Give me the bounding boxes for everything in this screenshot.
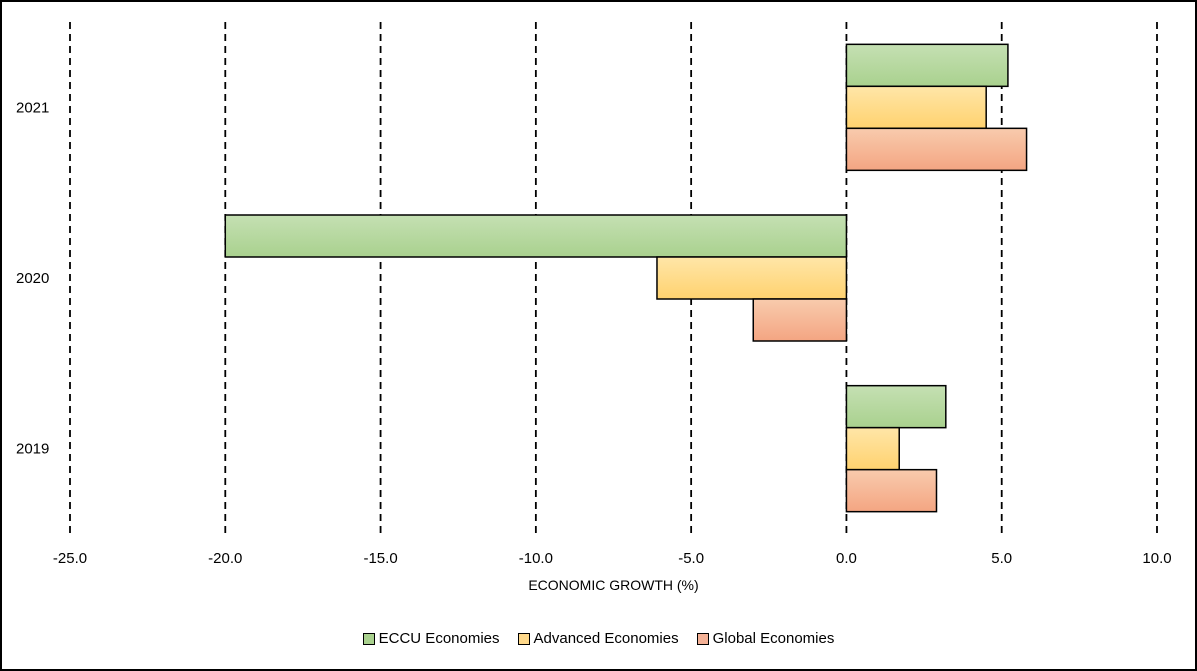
x-tick-label: -25.0 (53, 550, 87, 567)
axis-labels: -25.0 -20.0 -15.0 -10.0 -5.0 0.0 5.0 10.0 2021 20… (16, 99, 1172, 567)
bar-global-economies-2021 (845, 127, 1028, 172)
x-tick-label: 10.0 (1142, 550, 1171, 567)
bar-global-economies-2020 (752, 298, 848, 342)
legend-swatch (362, 632, 375, 645)
x-axis-title: ECONOMIC GROWTH (%) (528, 577, 698, 593)
bar-eccu-economies-2021 (845, 43, 1009, 88)
bar-advanced-economies-2021 (845, 85, 987, 130)
gridlines (69, 22, 1158, 534)
x-tick-label: 0.0 (836, 550, 857, 567)
bar-eccu-economies-2020 (224, 214, 848, 258)
legend-label: Global Economies (712, 630, 835, 647)
y-category-label: 2021 (16, 99, 49, 116)
x-tick-label: -15.0 (363, 550, 397, 567)
y-category-label: 2020 (16, 270, 49, 287)
legend-label: ECCU Economies (378, 630, 500, 647)
bar-advanced-economies-2019 (845, 426, 900, 471)
bars (224, 43, 1028, 513)
legend-label: Advanced Economies (533, 630, 679, 647)
bar-eccu-economies-2019 (845, 384, 947, 429)
legend-item: ECCU Economies (362, 630, 500, 647)
legend-item: Global Economies (696, 630, 835, 647)
bar-global-economies-2019 (845, 468, 938, 513)
x-tick-label: -20.0 (208, 550, 242, 567)
legend-swatch (517, 632, 530, 645)
legend-swatch (696, 632, 709, 645)
legend: ECCU Economies Advanced Economies Global E… (2, 630, 1195, 647)
legend-item: Advanced Economies (517, 630, 679, 647)
x-tick-label: -10.0 (519, 550, 553, 567)
y-category-label: 2019 (16, 441, 49, 458)
x-tick-label: 5.0 (991, 550, 1012, 567)
x-tick-label: -5.0 (678, 550, 704, 567)
bar-advanced-economies-2020 (656, 256, 848, 300)
